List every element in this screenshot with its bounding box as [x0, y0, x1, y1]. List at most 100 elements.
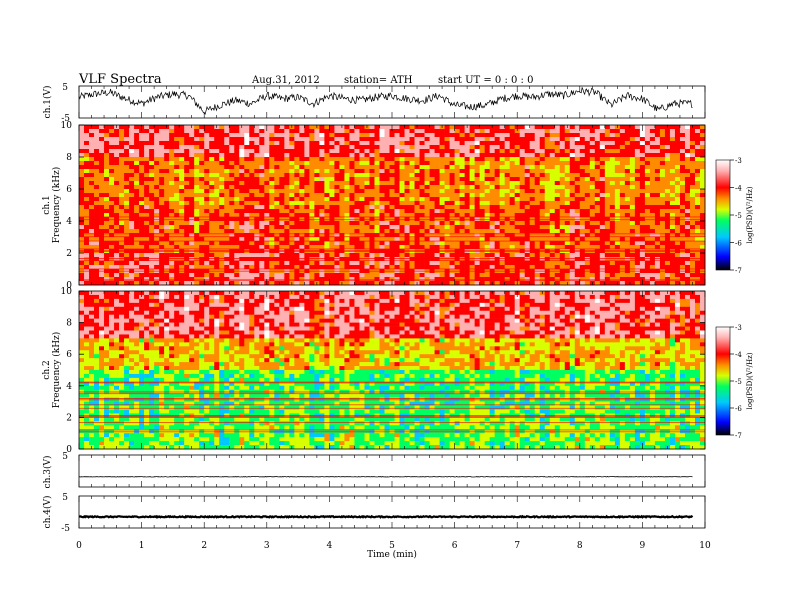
- spectrogram-cell: [444, 197, 450, 202]
- spectrogram-cell: [169, 201, 175, 206]
- spectrogram-cell: [659, 257, 666, 262]
- spectrogram-cell: [529, 229, 536, 234]
- spectrogram-cell: [504, 173, 510, 178]
- spectrogram-cell: [604, 253, 611, 258]
- spectrogram-cell: [109, 181, 115, 186]
- spectrogram-cell: [334, 265, 340, 270]
- spectrogram-cell: [674, 197, 681, 202]
- spectrogram-cell: [234, 137, 240, 142]
- spectrogram-cell: [639, 257, 646, 262]
- spectrogram-cell: [89, 193, 95, 198]
- spectrogram-cell: [399, 265, 405, 270]
- spectrogram-cell: [624, 257, 631, 262]
- spectrogram-cell: [644, 185, 651, 190]
- spectrogram-cell: [564, 173, 571, 178]
- spectrogram-cell: [379, 273, 385, 278]
- spectrogram-cell: [169, 273, 175, 278]
- spectrogram-cell: [619, 221, 626, 226]
- spectrogram-cell: [249, 209, 255, 214]
- spectrogram-cell: [249, 149, 255, 154]
- spectrogram-cell: [464, 173, 470, 178]
- spectrogram-cell: [384, 201, 390, 206]
- spectrogram-cell: [444, 205, 450, 210]
- spectrogram-cell: [354, 225, 360, 230]
- spectrogram-cell: [224, 273, 230, 278]
- spectrogram-cell: [219, 133, 225, 138]
- spectrogram-cell: [79, 153, 85, 158]
- spectrogram-cell: [224, 153, 230, 158]
- spectrogram-cell: [99, 173, 105, 178]
- spectrogram-cell: [259, 145, 265, 150]
- ch1-y-tick-bottom: -5: [61, 114, 70, 124]
- spectrogram-cell: [644, 261, 651, 266]
- spectrogram-cell: [344, 173, 350, 178]
- spectrogram-cell: [494, 273, 500, 278]
- spectrogram-cell: [239, 185, 245, 190]
- spectrogram-cell: [219, 205, 225, 210]
- spectrogram-cell: [204, 253, 210, 258]
- spectrogram-cell: [89, 225, 95, 230]
- spectrogram-cell: [499, 217, 505, 222]
- spectrogram-cell: [89, 181, 95, 186]
- spectrogram-cell: [569, 129, 576, 134]
- spectrogram-cell: [259, 165, 265, 170]
- spectrogram-cell: [474, 169, 480, 174]
- spectrogram-cell: [419, 217, 425, 222]
- spectrogram-cell: [489, 145, 495, 150]
- spectrogram-cell: [229, 261, 235, 266]
- spectrogram-cell: [94, 273, 100, 278]
- spectrogram-cell: [409, 177, 415, 182]
- spectrogram-cell: [189, 233, 195, 238]
- spectrogram-cell: [304, 185, 310, 190]
- spectrogram-cell: [419, 137, 425, 142]
- spectrogram-cell: [314, 137, 320, 142]
- spectrogram-cell: [334, 213, 340, 218]
- spectrogram-cell: [154, 253, 160, 258]
- spectrogram-cell: [589, 173, 596, 178]
- spectrogram-cell: [354, 129, 360, 134]
- spectrogram-cell: [454, 241, 460, 246]
- spectrogram-cell: [614, 173, 621, 178]
- spectrogram-cell: [444, 273, 450, 278]
- spectrogram-cell: [474, 241, 480, 246]
- spectrogram-cell: [674, 125, 681, 130]
- spectrogram-cell: [459, 225, 465, 230]
- spectrogram-cell: [404, 145, 410, 150]
- spectrogram-cell: [589, 169, 596, 174]
- spectrogram-cell: [239, 245, 245, 250]
- spectrogram-cell: [604, 177, 611, 182]
- spectrogram-cell: [529, 201, 536, 206]
- spectrogram-cell: [229, 209, 235, 214]
- spectrogram-cell: [249, 229, 255, 234]
- spectrogram-cell: [569, 225, 576, 230]
- spectrogram-cell: [564, 189, 571, 194]
- spectrogram-cell: [204, 177, 210, 182]
- spectrogram-cell: [384, 165, 390, 170]
- spectrogram-cell: [654, 165, 661, 170]
- spectrogram-cell: [399, 273, 405, 278]
- spectrogram-cell: [404, 137, 410, 142]
- spectrogram-cell: [654, 209, 661, 214]
- spectrogram-cell: [514, 193, 521, 198]
- spectrogram-cell: [294, 253, 300, 258]
- spectrogram-cell: [534, 141, 541, 146]
- spectrogram-cell: [169, 229, 175, 234]
- spectrogram-cell: [94, 213, 100, 218]
- spectrogram-cell: [414, 201, 420, 206]
- spectrogram-cell: [279, 141, 285, 146]
- spectrogram-cell: [489, 177, 495, 182]
- spectrogram-cell: [154, 157, 160, 162]
- spectrogram-cell: [254, 253, 260, 258]
- spectrogram-cell: [359, 149, 365, 154]
- spectrogram-cell: [309, 165, 315, 170]
- spectrogram-cell: [94, 193, 100, 198]
- spectrogram-cell: [99, 125, 105, 130]
- spectrogram-cell: [539, 221, 546, 226]
- spectrogram-cell: [334, 221, 340, 226]
- spectrogram-cell: [339, 233, 345, 238]
- spectrogram-cell: [689, 277, 696, 282]
- spectrogram-cell: [279, 185, 285, 190]
- spectrogram-cell: [174, 237, 180, 242]
- spectrogram-cell: [664, 201, 671, 206]
- spectrogram-cell: [539, 201, 546, 206]
